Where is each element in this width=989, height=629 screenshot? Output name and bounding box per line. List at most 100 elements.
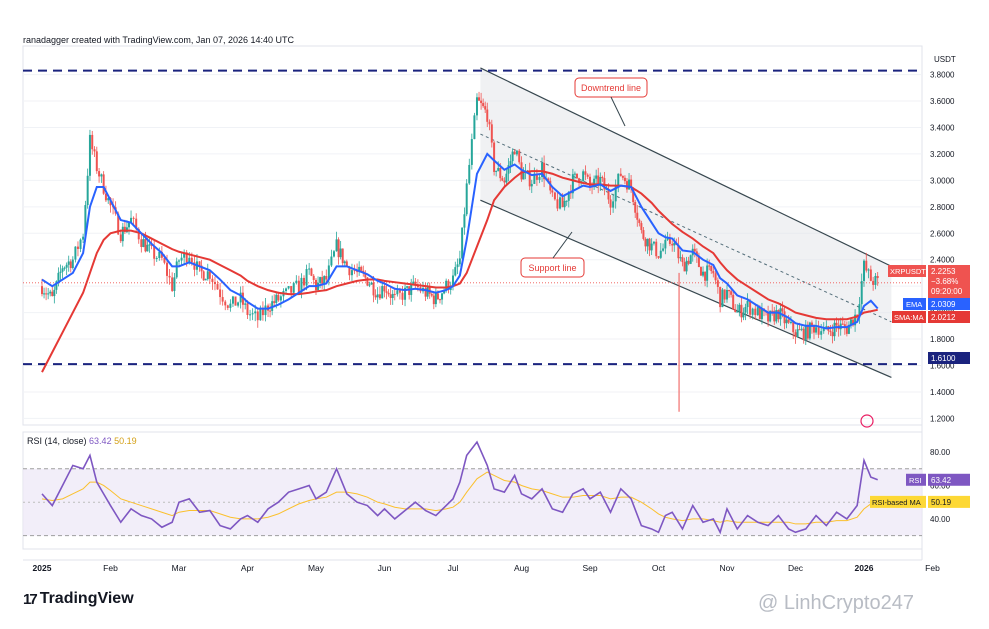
candle-body xyxy=(524,171,527,174)
candle-body xyxy=(630,179,633,188)
candle-body xyxy=(810,322,813,327)
candle-body xyxy=(323,276,326,284)
candle-body xyxy=(95,151,98,172)
candle-body xyxy=(511,151,514,162)
candle-body xyxy=(406,286,409,288)
candle-body xyxy=(381,286,384,299)
candle-body xyxy=(337,239,340,258)
candle-body xyxy=(815,327,818,333)
price-pane xyxy=(22,45,923,426)
candle-body xyxy=(261,308,264,316)
candle-body xyxy=(412,281,415,284)
price-tick-label: 1.2000 xyxy=(930,414,955,423)
candle-body xyxy=(863,260,865,282)
candle-body xyxy=(754,308,757,316)
candle-body xyxy=(691,248,694,256)
candle-body xyxy=(708,265,711,267)
time-tick-label: Nov xyxy=(719,563,735,573)
price-tick-label: 2.2000 xyxy=(930,282,955,291)
candle-body xyxy=(458,258,461,265)
candle-body xyxy=(93,149,96,152)
candle-body xyxy=(348,266,351,276)
candle-body xyxy=(789,321,792,323)
candle-body xyxy=(785,319,788,324)
price-tick-label: 3.2000 xyxy=(930,150,955,159)
candle-body xyxy=(758,307,761,320)
candle-body xyxy=(389,294,392,299)
candle-body xyxy=(702,271,705,276)
candle-body xyxy=(551,190,554,193)
candle-body xyxy=(443,290,446,294)
candle-body xyxy=(779,308,782,320)
candle-body xyxy=(495,170,498,172)
candle-body xyxy=(295,280,298,284)
candle-body xyxy=(732,294,735,310)
candle-body xyxy=(636,212,639,220)
candle-body xyxy=(416,285,419,288)
candle-body xyxy=(208,271,211,279)
candle-body xyxy=(644,238,647,247)
candle-body xyxy=(65,264,68,268)
candle-body xyxy=(171,277,174,291)
time-tick-label: Apr xyxy=(241,563,254,573)
ema-tag-text: EMA xyxy=(906,300,922,309)
ema-20-line xyxy=(41,152,879,330)
candle-body xyxy=(673,242,676,246)
candle-body xyxy=(463,214,466,228)
candle-body xyxy=(860,281,863,305)
candle-body xyxy=(628,179,631,190)
candle-body xyxy=(582,171,585,182)
chart-header: ranadagger created with TradingView.com,… xyxy=(23,35,294,45)
candle-body xyxy=(290,286,293,293)
candle-body xyxy=(567,191,570,201)
price-badge-timer: 09:20:00 xyxy=(931,287,963,296)
candle-body xyxy=(872,280,875,285)
candle-body xyxy=(300,277,303,293)
candle-body xyxy=(132,217,135,219)
candle-body xyxy=(843,324,846,328)
price-tick-label: 2.4000 xyxy=(930,256,955,265)
candle-body xyxy=(178,260,180,262)
candle-body xyxy=(319,277,322,283)
sma-value: 2.0212 xyxy=(91,80,119,90)
candle-body xyxy=(125,227,128,233)
candle-body xyxy=(356,271,359,273)
candle-body xyxy=(486,109,489,122)
candle-body xyxy=(213,281,216,285)
candle-body xyxy=(549,180,552,191)
candle-body xyxy=(820,331,823,335)
candle-body xyxy=(426,287,429,297)
candle-body xyxy=(614,186,617,202)
candle-body xyxy=(666,237,669,240)
candle-body xyxy=(211,278,214,282)
candle-body xyxy=(693,248,696,252)
candle-body xyxy=(364,273,367,278)
candle-body xyxy=(783,311,786,324)
channel-fill xyxy=(480,67,892,378)
candle-body xyxy=(488,121,491,125)
candle-body xyxy=(858,304,861,318)
candle-body xyxy=(773,310,776,322)
candle-body xyxy=(98,171,101,177)
ema-value: 2.0309 xyxy=(91,67,119,77)
candle-body xyxy=(762,308,765,312)
candle-body xyxy=(84,205,87,237)
candle-body xyxy=(67,261,70,265)
candle-body xyxy=(719,286,722,308)
candle-body xyxy=(547,178,550,181)
candle-body xyxy=(137,228,140,240)
candle-body xyxy=(148,244,151,246)
candle-body xyxy=(57,272,60,282)
candle-body xyxy=(401,292,404,300)
candle-body xyxy=(765,311,768,313)
candle-body xyxy=(204,279,207,281)
candle-body xyxy=(292,283,295,293)
candle-body xyxy=(135,218,138,229)
candle-body xyxy=(833,322,836,337)
ema-label: EMA (20, close) xyxy=(23,67,87,77)
rsi-label: RSI (14, close) xyxy=(27,436,87,446)
candle-body xyxy=(756,307,759,316)
candle-body xyxy=(767,311,770,322)
candle-body xyxy=(827,326,830,331)
support-annotation-pointer xyxy=(552,231,573,259)
